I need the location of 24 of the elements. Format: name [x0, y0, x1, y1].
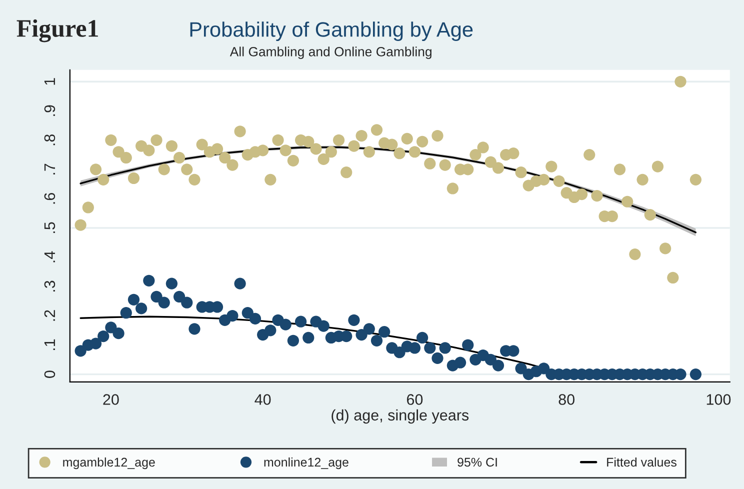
legend-label: Fitted values [607, 457, 676, 467]
caption: Figure1 [16, 19, 98, 42]
text: 95% CI [458, 458, 497, 467]
x-tick-label: 20 [103, 394, 119, 405]
x-tick-label: 80 [558, 394, 574, 405]
x-tick-label: 100 [706, 394, 731, 405]
chart-subtitle: All Gambling and Online Gambling [230, 46, 432, 59]
y-tick-label: .2 [44, 310, 55, 321]
x-tick-label: 40 [254, 394, 271, 405]
chart-title: Probability of Gambling by Age [190, 22, 473, 41]
y-tick-label: .6 [44, 193, 56, 204]
x-tick-label: 60 [406, 394, 423, 405]
legend-label: mgamble12_age [63, 457, 155, 470]
y-tick-label: 0 [44, 370, 56, 378]
y-tick-label: 1 [44, 78, 55, 85]
legend-label: monline12_age [264, 457, 348, 470]
x-axis-title: (d) age, single years [332, 409, 469, 424]
y-tick-label: .7 [44, 164, 55, 174]
y-tick-label: .4 [44, 251, 55, 262]
y-tick-label: .1 [44, 339, 55, 350]
y-tick-label: .8 [44, 134, 56, 146]
y-tick-label: .9 [44, 105, 56, 116]
y-tick-label: .5 [44, 222, 56, 233]
y-tick-label: .3 [44, 280, 56, 292]
